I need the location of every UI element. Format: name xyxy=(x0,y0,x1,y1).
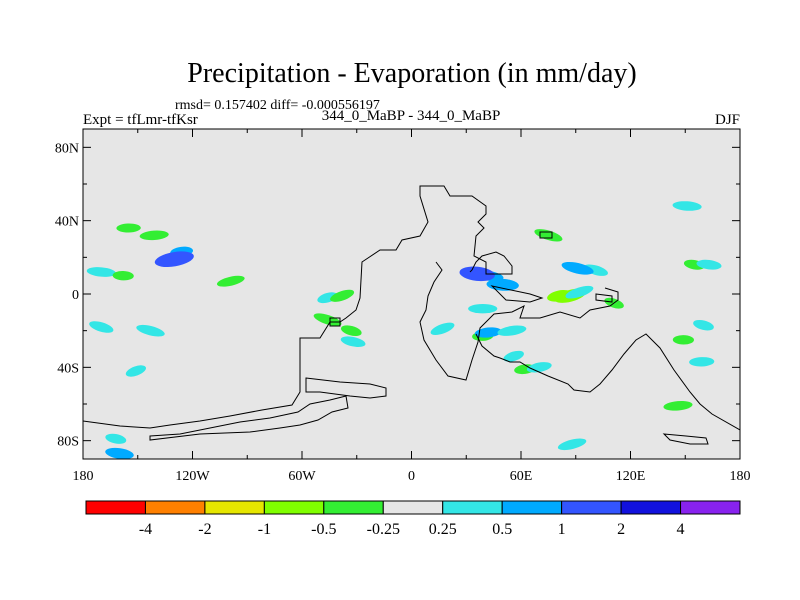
left-label: Expt = tfLmr-tfKsr xyxy=(83,112,198,128)
chart-title: Precipitation - Evaporation (in mm/day) xyxy=(187,58,636,89)
anomaly-region xyxy=(696,259,722,270)
y-tick-label: 0 xyxy=(72,288,79,303)
anomaly-region xyxy=(663,400,693,411)
anomaly-region xyxy=(340,336,366,347)
colorbar: -4 -2 -1 -0.5 -0.25 0.25 0.5 1 2 4 xyxy=(85,500,741,538)
coastlines xyxy=(83,185,740,445)
colorbar-swatch xyxy=(501,500,563,515)
x-tick-label: 60E xyxy=(510,469,533,484)
anomaly-region xyxy=(116,223,141,233)
x-tick-label: 60W xyxy=(288,469,316,484)
anomaly-region xyxy=(313,313,342,327)
x-axis: 180 120W 60W 0 60E 120E 180 xyxy=(73,129,751,484)
colorbar-swatch xyxy=(680,500,741,515)
anomaly-region xyxy=(503,350,524,362)
anomaly-region xyxy=(468,304,498,314)
anomaly-region xyxy=(340,325,362,337)
colorbar-swatch xyxy=(561,500,622,515)
anomaly-region xyxy=(672,335,694,345)
anomaly-region xyxy=(672,201,702,211)
anomaly-region xyxy=(330,289,355,302)
anomaly-region xyxy=(86,267,116,277)
colorbar-label: -4 xyxy=(139,521,152,538)
colorbar-swatch xyxy=(204,500,265,515)
y-axis: 80N 40N 0 40S 80S xyxy=(55,141,740,450)
x-tick-label: 180 xyxy=(730,469,751,484)
colorbar-label: 1 xyxy=(558,521,566,538)
anomaly-region xyxy=(474,327,502,338)
anomaly-region xyxy=(561,261,594,275)
colorbar-label: -1 xyxy=(258,521,271,538)
y-tick-label: 40N xyxy=(55,215,79,230)
y-tick-label: 80N xyxy=(55,141,79,156)
colorbar-swatch xyxy=(144,500,206,515)
right-label: DJF xyxy=(715,112,740,128)
colorbar-swatch xyxy=(85,500,146,515)
anomaly-region xyxy=(154,251,194,267)
anomaly-region xyxy=(105,433,127,444)
anomaly-region xyxy=(136,324,165,337)
y-tick-label: 80S xyxy=(57,435,79,450)
anomaly-region xyxy=(693,319,714,331)
colorbar-label: 2 xyxy=(617,521,625,538)
colorbar-swatch xyxy=(382,500,444,515)
x-tick-label: 180 xyxy=(73,469,94,484)
anomaly-region xyxy=(216,275,245,287)
anomaly-region xyxy=(112,270,134,281)
anomaly-region xyxy=(689,357,715,367)
anomaly-region xyxy=(125,365,146,377)
plot-background xyxy=(83,129,740,459)
anomaly-layer xyxy=(86,201,722,459)
colorbar-swatch xyxy=(620,500,682,515)
colorbar-label: -2 xyxy=(198,521,211,538)
colorbar-label: -0.25 xyxy=(367,521,400,538)
colorbar-swatch xyxy=(323,500,384,515)
center-label: 344_0_MaBP - 344_0_MaBP xyxy=(322,108,501,124)
anomaly-region xyxy=(486,278,519,291)
anomaly-region xyxy=(565,285,594,299)
colorbar-label: 0.25 xyxy=(429,521,457,538)
x-tick-label: 0 xyxy=(408,469,415,484)
anomaly-region xyxy=(430,322,455,335)
anomaly-region xyxy=(497,325,527,336)
colorbar-label: -0.5 xyxy=(311,521,336,538)
colorbar-swatch xyxy=(263,500,325,515)
colorbar-label: 0.5 xyxy=(492,521,512,538)
colorbar-label: 4 xyxy=(677,521,685,538)
colorbar-swatch xyxy=(442,500,503,515)
x-tick-label: 120E xyxy=(616,469,646,484)
y-tick-label: 40S xyxy=(57,361,79,376)
stats-line: rmsd= 0.157402 diff= -0.000556197 xyxy=(175,98,380,113)
x-tick-label: 120W xyxy=(175,469,210,484)
anomaly-region xyxy=(139,230,169,241)
anomaly-region xyxy=(105,447,134,459)
anomaly-region xyxy=(557,438,587,451)
anomaly-region xyxy=(89,321,114,333)
